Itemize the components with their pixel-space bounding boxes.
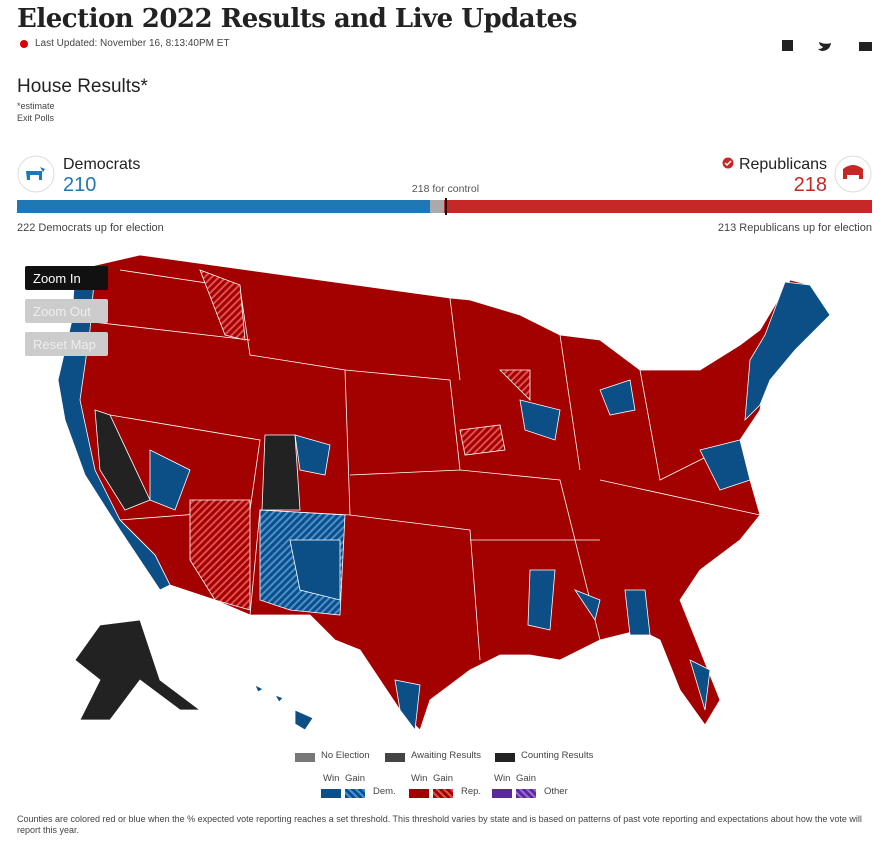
counting	[261, 434, 301, 511]
legend-swatch	[321, 789, 341, 798]
rep-gains	[459, 369, 531, 456]
legend-swatch	[385, 753, 405, 762]
legend-column: Win	[411, 773, 428, 784]
legend-swatch	[295, 753, 315, 762]
twitter-icon[interactable]	[818, 42, 831, 51]
control-text: for control	[432, 183, 480, 195]
up-text: Democrats up for election	[38, 222, 164, 234]
alaska	[74, 619, 202, 721]
dem-segment	[17, 200, 430, 213]
seat-count: 218	[793, 174, 827, 196]
party-name: Democrats	[63, 156, 141, 173]
up-text: Republicans up for election	[739, 222, 872, 234]
legend-swatch	[495, 753, 515, 762]
legend-label: Awaiting Results	[411, 750, 482, 761]
party-name: Republicans	[738, 156, 827, 173]
note: *estimate	[17, 101, 55, 111]
counting	[94, 409, 151, 511]
legend-label: Counting Results	[521, 750, 594, 761]
dem-up: 222 Democrats up for election	[17, 222, 164, 234]
button-label: Reset Map	[33, 336, 96, 352]
note: Exit Polls	[17, 113, 55, 123]
seat-count: 210	[63, 174, 97, 196]
legend-swatch	[492, 789, 512, 798]
up-number: 213	[717, 222, 737, 234]
legend: No Election Awaiting Results Counting Resu…	[0, 745, 891, 805]
legend-label: Rep.	[461, 786, 482, 797]
legend-column: Gain	[516, 773, 537, 784]
legend-column: Win	[323, 773, 340, 784]
rep-icon	[834, 155, 872, 193]
page-title: Election 2022 Results and Live Updates	[17, 4, 577, 34]
legend-column: Gain	[345, 773, 366, 784]
mail-icon[interactable]	[859, 42, 872, 51]
legend-swatch	[433, 789, 453, 798]
seat-bar	[17, 198, 872, 215]
control-label: 218 for control	[0, 183, 891, 195]
button-label: Zoom Out	[33, 303, 91, 319]
up-number: 222	[17, 222, 36, 234]
legend-column: Win	[494, 773, 511, 784]
control-marker	[445, 198, 448, 215]
winner-check	[722, 157, 734, 169]
nv-dem	[149, 449, 191, 511]
az-gain	[189, 499, 251, 611]
live-dot	[20, 40, 28, 48]
button-label: Zoom In	[33, 270, 81, 286]
zoom-in[interactable]: Zoom In	[25, 266, 108, 290]
legend-swatch	[516, 789, 536, 798]
legend-swatch	[409, 789, 429, 798]
legend-label: No Election	[321, 750, 370, 761]
mt-gain	[199, 269, 246, 341]
state-lines	[74, 269, 761, 661]
legend-swatch	[345, 789, 365, 798]
section-title: House Results*	[17, 76, 148, 97]
legend-label: Dem.	[373, 786, 396, 797]
legend-label: Other	[544, 786, 568, 797]
co-dem	[294, 434, 331, 476]
facebook-icon[interactable]	[782, 40, 793, 51]
footnote: Counties are colored red or blue when th…	[17, 814, 862, 835]
rep-up: 213 Republicans up for election	[718, 222, 872, 234]
zoom-out[interactable]: Zoom Out	[25, 299, 108, 323]
dem-icon	[17, 155, 55, 193]
legend-column: Gain	[433, 773, 454, 784]
reset-map[interactable]: Reset Map	[25, 332, 108, 356]
control-number: 218	[411, 183, 430, 195]
dem-districts	[394, 379, 751, 732]
share-icons	[782, 40, 872, 51]
last-updated: Last Updated: November 16, 8:13:40PM ET	[35, 38, 230, 49]
northeast-dem	[744, 281, 831, 422]
hawaii	[254, 684, 314, 731]
us-map	[57, 254, 831, 732]
rep-segment	[443, 200, 872, 213]
nm-dem	[289, 539, 341, 601]
